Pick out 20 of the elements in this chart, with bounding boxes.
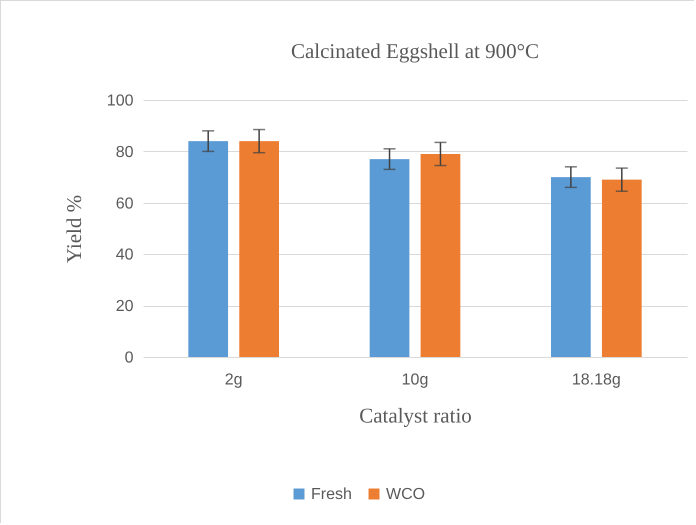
- bar: [370, 159, 410, 357]
- x-tick-label: 10g: [402, 372, 428, 388]
- y-tick-label: 60: [116, 195, 134, 212]
- legend-label: WCO: [386, 486, 426, 503]
- y-tick-label: 0: [124, 350, 134, 366]
- bar: [420, 154, 460, 357]
- y-tick-label: 100: [106, 92, 134, 110]
- x-tick-label: 18.18g: [572, 372, 621, 388]
- y-tick-label: 80: [116, 144, 134, 161]
- x-axis-title: Catalyst ratio: [359, 404, 472, 428]
- bar: [602, 180, 642, 357]
- bar: [551, 177, 591, 357]
- legend-label: Fresh: [311, 486, 352, 503]
- y-tick-label: 20: [116, 298, 134, 316]
- chart-title: Calcinated Eggshell at 900°C: [290, 39, 540, 63]
- bar: [188, 141, 228, 357]
- bar: [239, 141, 279, 357]
- y-tick-label: 40: [116, 246, 134, 264]
- x-tick-label: 2g: [224, 372, 243, 388]
- y-axis-title: Yield %: [62, 194, 86, 264]
